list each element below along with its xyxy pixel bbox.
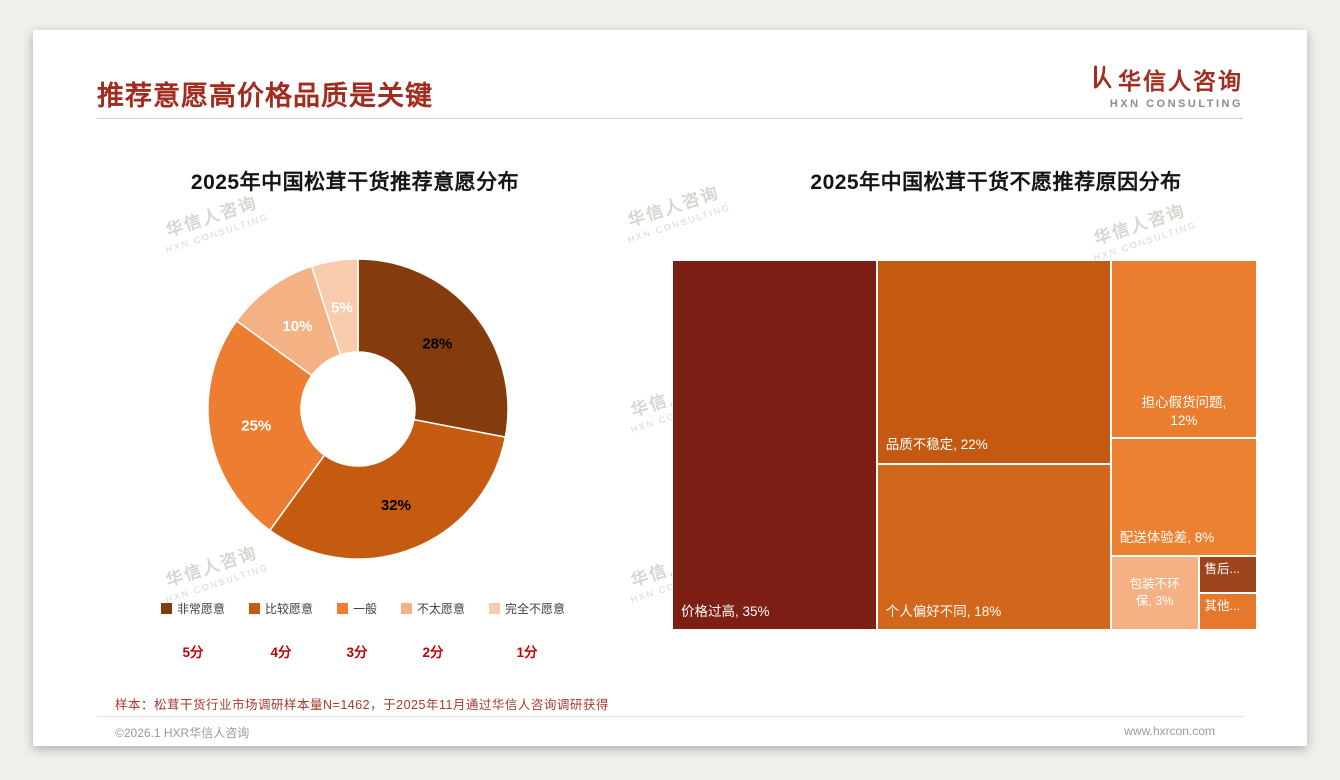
donut-slice <box>268 418 507 560</box>
donut-slice-label: 5% <box>331 300 353 317</box>
legend-label: 一般 <box>352 602 377 616</box>
treemap-block-label: 包装不环 保, 3% <box>1129 577 1180 608</box>
donut-slice-label: 10% <box>282 318 312 335</box>
pie-legend: 非常愿意 5分 比较愿意 4分 一般 3分 不太愿意 2分 完全不愿意 1分 <box>73 600 653 661</box>
logo: 华信人咨询 HXN CONSULTING <box>1092 62 1243 110</box>
footnote: 样本：松茸干货行业市场调研样本量N=1462，于2025年11月通过华信人咨询调… <box>115 698 609 712</box>
treemap-block-label: 个人偏好不同, 18% <box>885 603 1002 619</box>
slide: 华信人咨询 HXN CONSULTING 华信人咨询 HXN CONSULTIN… <box>33 30 1307 746</box>
legend-label: 比较愿意 <box>264 602 313 616</box>
legend-label: 非常愿意 <box>176 602 225 616</box>
legend-swatch <box>336 603 348 614</box>
legend-item: 非常愿意 5分 <box>160 600 225 661</box>
donut-slice-label: 28% <box>422 336 452 353</box>
legend-swatch <box>489 603 501 614</box>
watermark: 华信人咨询 HXN CONSULTING <box>1059 186 1223 271</box>
treemap-block-label: 担心假货问题, 12% <box>1141 395 1227 429</box>
logo-icon <box>1092 65 1112 94</box>
treemap: 价格过高, 35% 品质不稳定, 22% 个人偏好不同, 18% 担心假货问题, 12… <box>672 260 1257 630</box>
donut-chart: 28% 32% 25% 10% 5% <box>207 258 509 560</box>
donut-slice <box>207 319 326 532</box>
legend-score: 1分 <box>516 645 538 660</box>
title-underline <box>97 118 1243 119</box>
footer-divider <box>97 716 1243 717</box>
legend-label: 完全不愿意 <box>505 602 566 616</box>
watermark-text: 华信人咨询 <box>1091 200 1188 249</box>
donut-slice-label: 25% <box>241 417 271 434</box>
legend-score: 3分 <box>346 645 368 660</box>
treemap-block: 价格过高, 35% <box>672 260 877 630</box>
footer-website: www.hxrcon.com <box>1124 724 1215 738</box>
legend-score: 5分 <box>182 645 204 660</box>
donut-slice <box>357 258 509 438</box>
treemap-block: 担心假货问题, 12% <box>1110 260 1257 438</box>
legend-swatch <box>401 603 412 614</box>
donut-slice-label: 32% <box>381 497 411 514</box>
legend-item: 不太愿意 2分 <box>401 600 465 661</box>
legend-label: 不太愿意 <box>417 602 466 616</box>
treemap-block: 品质不稳定, 22% <box>876 260 1111 464</box>
legend-item: 一般 3分 <box>336 600 377 661</box>
treemap-block: 包装不环 保, 3% <box>1110 556 1199 630</box>
treemap-block: 售后... <box>1198 556 1257 593</box>
treemap-block-label: 配送体验差, 8% <box>1119 529 1215 545</box>
legend-swatch <box>248 603 260 614</box>
treemap-block-label: 品质不稳定, 22% <box>885 437 988 453</box>
treemap-block: 其他... <box>1198 593 1257 630</box>
donut-slice <box>310 258 359 356</box>
treemap-block: 配送体验差, 8% <box>1110 437 1257 556</box>
treemap-block-label: 价格过高, 35% <box>681 603 770 619</box>
treemap-block: 个人偏好不同, 18% <box>876 463 1111 630</box>
watermark-subtext: HXN CONSULTING <box>626 201 732 245</box>
legend-score: 4分 <box>270 645 292 660</box>
legend-item: 完全不愿意 1分 <box>489 600 565 661</box>
legend-swatch <box>160 603 172 614</box>
pie-chart-title: 2025年中国松茸干货推荐意愿分布 <box>190 171 520 194</box>
logo-name: 华信人咨询 <box>1118 68 1243 94</box>
legend-score: 2分 <box>422 645 444 660</box>
legend-item: 比较愿意 4分 <box>248 600 313 661</box>
treemap-block-label: 售后... <box>1204 562 1240 576</box>
donut-chart-area: 28% 32% 25% 10% 5% <box>203 254 513 564</box>
treemap-block-label: 其他... <box>1204 599 1240 613</box>
page-title: 推荐意愿高价格品质是关键 <box>97 81 433 111</box>
treemap-chart-title: 2025年中国松茸干货不愿推荐原因分布 <box>810 171 1182 194</box>
footer-copyright: ©2026.1 HXR华信人咨询 <box>115 726 250 740</box>
logo-tagline: HXN CONSULTING <box>1109 98 1243 110</box>
